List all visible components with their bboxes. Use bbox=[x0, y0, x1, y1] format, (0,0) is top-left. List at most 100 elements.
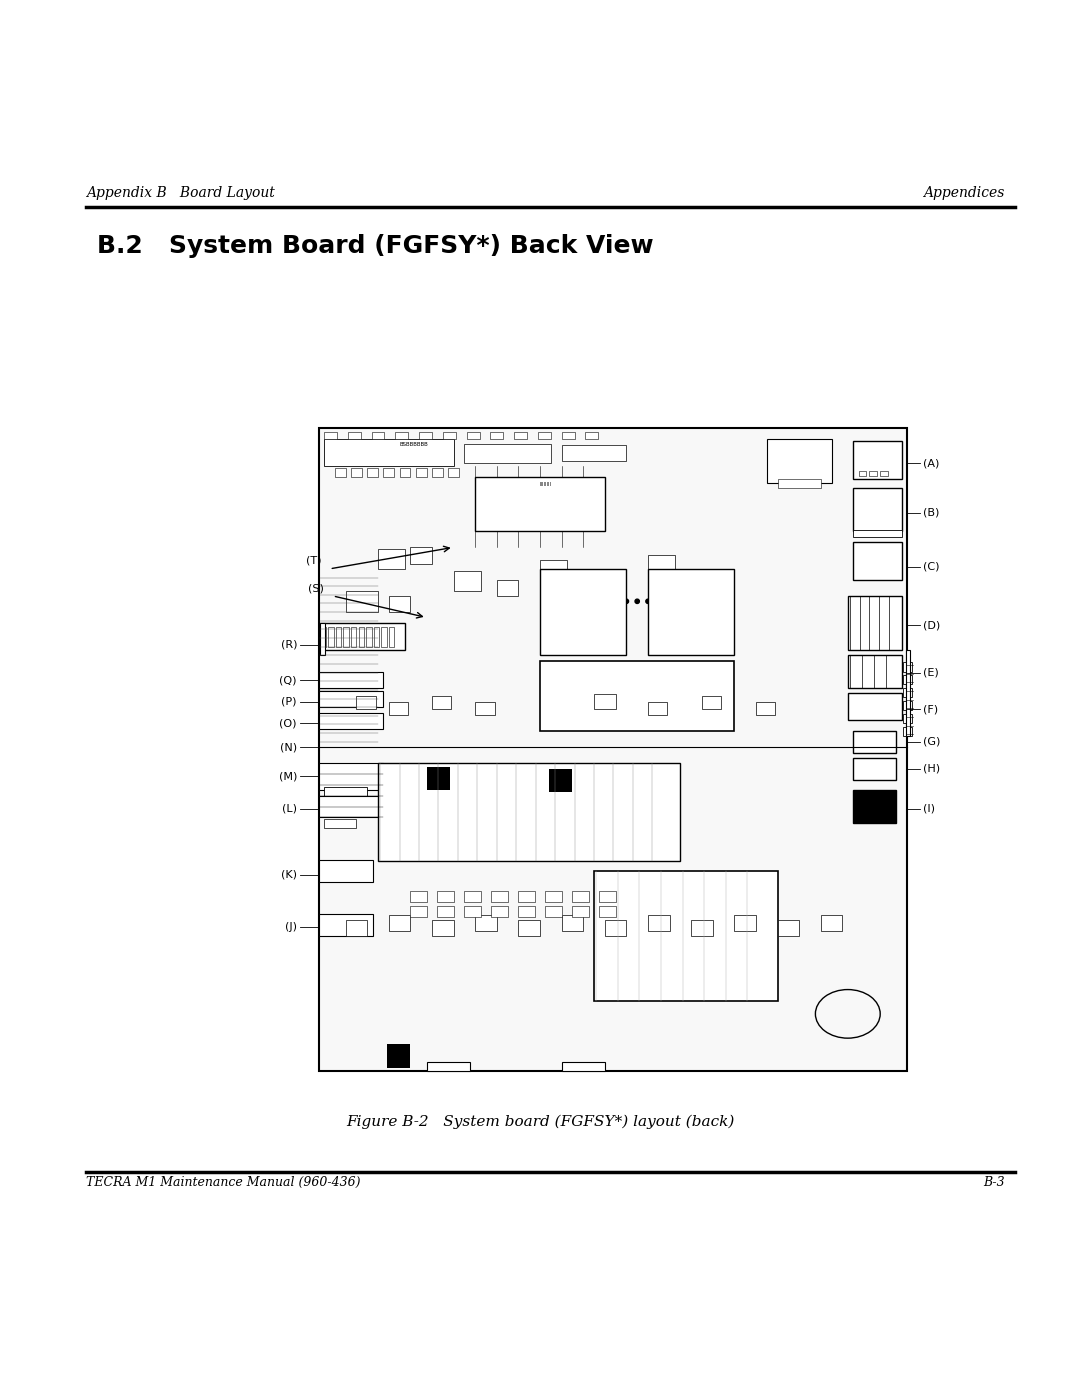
Text: IIIIIIII: IIIIIIII bbox=[540, 482, 552, 488]
Bar bbox=[383, 468, 394, 478]
Bar bbox=[594, 694, 616, 710]
Bar bbox=[359, 627, 364, 647]
Bar bbox=[387, 1044, 410, 1067]
Text: (G): (G) bbox=[923, 736, 941, 747]
Bar bbox=[906, 650, 910, 736]
Text: (N): (N) bbox=[280, 742, 297, 752]
Bar bbox=[389, 915, 410, 930]
Text: B.2   System Board (FGFSY*) Back View: B.2 System Board (FGFSY*) Back View bbox=[97, 235, 653, 258]
Text: (K): (K) bbox=[281, 869, 297, 880]
Bar bbox=[585, 432, 598, 439]
Bar bbox=[767, 439, 832, 482]
Bar bbox=[540, 569, 626, 655]
Text: Appendices: Appendices bbox=[923, 186, 1004, 200]
Text: (S): (S) bbox=[308, 584, 324, 594]
Bar bbox=[903, 675, 912, 685]
Bar bbox=[319, 796, 383, 817]
Bar bbox=[389, 627, 394, 647]
Text: (T): (T) bbox=[307, 555, 322, 566]
Bar bbox=[410, 891, 427, 901]
Bar bbox=[599, 891, 616, 901]
Circle shape bbox=[613, 599, 618, 604]
Circle shape bbox=[678, 599, 683, 604]
Bar bbox=[648, 915, 670, 930]
Text: Appendix B   Board Layout: Appendix B Board Layout bbox=[86, 186, 275, 200]
Circle shape bbox=[624, 599, 629, 604]
Bar bbox=[319, 623, 405, 650]
Bar bbox=[903, 662, 912, 672]
Bar bbox=[443, 432, 456, 439]
Bar bbox=[903, 726, 912, 736]
Bar bbox=[348, 432, 361, 439]
Bar bbox=[367, 468, 378, 478]
Bar bbox=[389, 701, 408, 715]
Bar bbox=[853, 542, 902, 580]
Bar bbox=[903, 687, 912, 697]
Bar bbox=[356, 696, 376, 710]
Bar bbox=[853, 731, 896, 753]
Bar bbox=[545, 905, 562, 916]
Bar bbox=[395, 432, 408, 439]
Bar bbox=[324, 432, 337, 439]
Bar bbox=[475, 915, 497, 930]
Bar bbox=[903, 701, 912, 711]
Bar bbox=[416, 468, 427, 478]
Bar bbox=[605, 919, 626, 936]
Bar bbox=[343, 627, 349, 647]
Circle shape bbox=[700, 599, 704, 604]
Bar bbox=[848, 597, 902, 650]
Bar bbox=[319, 429, 907, 1071]
Circle shape bbox=[667, 599, 672, 604]
Bar bbox=[869, 471, 877, 476]
Text: (P): (P) bbox=[282, 697, 297, 707]
Text: (I): (I) bbox=[923, 803, 935, 813]
Bar bbox=[400, 468, 410, 478]
Bar bbox=[545, 891, 562, 901]
Bar bbox=[464, 891, 481, 901]
Text: (R): (R) bbox=[281, 640, 297, 650]
Text: (M): (M) bbox=[279, 771, 297, 781]
Bar bbox=[778, 919, 799, 936]
Bar bbox=[648, 569, 734, 655]
Bar bbox=[490, 432, 503, 439]
Bar bbox=[549, 768, 572, 792]
Bar bbox=[410, 548, 432, 563]
Bar bbox=[562, 444, 626, 461]
Text: (A): (A) bbox=[923, 458, 940, 468]
Bar bbox=[599, 905, 616, 916]
Bar bbox=[859, 471, 866, 476]
Bar bbox=[540, 661, 734, 731]
Bar bbox=[538, 432, 551, 439]
Bar bbox=[319, 672, 383, 687]
Circle shape bbox=[711, 599, 715, 604]
Bar bbox=[491, 891, 508, 901]
Bar bbox=[336, 627, 341, 647]
Bar bbox=[848, 693, 902, 719]
Text: (Q): (Q) bbox=[280, 675, 297, 685]
Bar bbox=[432, 468, 443, 478]
Bar bbox=[594, 574, 616, 591]
Bar bbox=[464, 905, 481, 916]
Bar bbox=[518, 891, 535, 901]
Bar bbox=[734, 915, 756, 930]
Bar bbox=[321, 627, 326, 647]
Text: (E): (E) bbox=[923, 668, 940, 678]
Text: (D): (D) bbox=[923, 620, 941, 630]
Bar bbox=[475, 478, 605, 531]
Bar bbox=[594, 872, 778, 1000]
Bar bbox=[853, 759, 896, 780]
Bar bbox=[432, 919, 454, 936]
Bar bbox=[562, 1063, 605, 1071]
Bar bbox=[497, 580, 518, 597]
Bar bbox=[372, 432, 384, 439]
Bar bbox=[572, 905, 589, 916]
Bar bbox=[437, 905, 454, 916]
Bar bbox=[475, 701, 495, 715]
Bar bbox=[691, 919, 713, 936]
Bar bbox=[378, 549, 405, 569]
Bar bbox=[518, 919, 540, 936]
Bar bbox=[324, 787, 367, 798]
Bar bbox=[853, 791, 896, 823]
Bar bbox=[374, 627, 379, 647]
Bar bbox=[351, 468, 362, 478]
